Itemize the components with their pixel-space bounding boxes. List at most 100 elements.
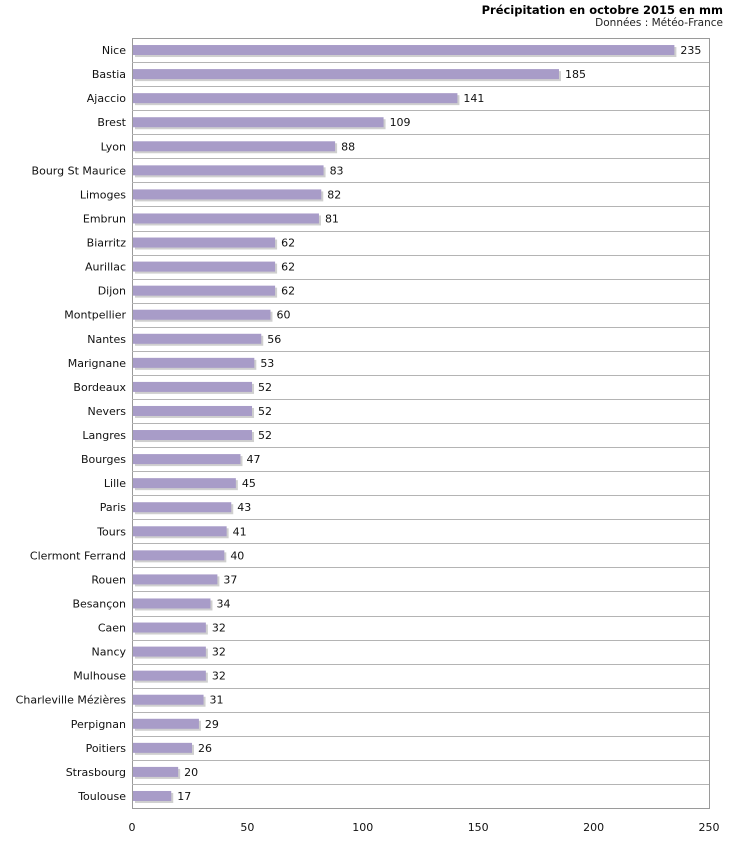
value-label: 235 [680, 44, 701, 57]
value-label: 31 [210, 694, 224, 707]
category-label: Embrun [83, 212, 126, 225]
category-label: Bourg St Maurice [32, 164, 127, 177]
category-label: Nevers [87, 405, 126, 418]
bar [133, 381, 253, 392]
value-label: 60 [276, 309, 290, 322]
value-label: 26 [198, 742, 212, 755]
x-tick-label: 200 [583, 821, 604, 834]
category-label: Poitiers [86, 742, 127, 755]
value-label: 83 [330, 164, 344, 177]
category-label: Toulouse [77, 790, 126, 803]
category-label: Charleville Mézières [16, 694, 127, 707]
bar [133, 333, 262, 344]
value-label: 62 [281, 285, 295, 298]
chart-subtitle: Données : Météo-France [595, 17, 723, 29]
category-label: Besançon [72, 597, 126, 610]
bar [133, 526, 227, 537]
value-label: 20 [184, 766, 198, 779]
category-label: Dijon [98, 285, 126, 298]
value-label: 109 [390, 116, 411, 129]
value-label: 62 [281, 261, 295, 274]
bar [133, 189, 322, 200]
bar [133, 45, 675, 56]
value-label: 81 [325, 212, 339, 225]
value-label: 52 [258, 429, 272, 442]
value-label: 52 [258, 381, 272, 394]
category-label: Lille [104, 477, 126, 490]
bar [133, 285, 276, 296]
category-label: Clermont Ferrand [30, 549, 126, 562]
bar [133, 117, 384, 128]
value-label: 52 [258, 405, 272, 418]
chart-title: Précipitation en octobre 2015 en mm [481, 3, 723, 17]
category-label: Paris [100, 501, 126, 514]
bar [133, 502, 232, 513]
value-label: 47 [246, 453, 260, 466]
category-label: Bordeaux [73, 381, 126, 394]
bar [133, 550, 225, 561]
value-label: 32 [212, 646, 226, 659]
bar [133, 213, 319, 224]
bar [133, 742, 193, 753]
value-label: 53 [260, 357, 274, 370]
bar [133, 694, 204, 705]
bar [133, 237, 276, 248]
bar [133, 357, 255, 368]
value-label: 40 [230, 549, 244, 562]
category-label: Brest [97, 116, 126, 129]
bar [133, 670, 206, 681]
value-label: 29 [205, 718, 219, 731]
value-label: 45 [242, 477, 256, 490]
value-label: 32 [212, 622, 226, 635]
value-label: 82 [327, 188, 341, 201]
category-label: Bourges [81, 453, 126, 466]
category-label: Caen [98, 622, 126, 635]
category-label: Bastia [92, 68, 126, 81]
category-label: Langres [82, 429, 126, 442]
category-label: Ajaccio [87, 92, 126, 105]
bar [133, 598, 211, 609]
category-label: Lyon [101, 140, 126, 153]
category-label: Strasbourg [66, 766, 126, 779]
category-label: Montpellier [64, 309, 126, 322]
x-tick-label: 50 [240, 821, 254, 834]
value-label: 62 [281, 237, 295, 250]
category-label: Tours [96, 525, 126, 538]
value-label: 37 [223, 573, 237, 586]
x-tick-label: 250 [699, 821, 720, 834]
category-label: Nantes [87, 333, 126, 346]
bar [133, 766, 179, 777]
category-label: Rouen [91, 573, 126, 586]
x-tick-label: 150 [468, 821, 489, 834]
category-label: Nice [102, 44, 126, 57]
value-label: 43 [237, 501, 251, 514]
category-label: Aurillac [85, 261, 126, 274]
value-label: 185 [565, 68, 586, 81]
bar [133, 478, 236, 489]
value-label: 32 [212, 670, 226, 683]
bar [133, 141, 336, 152]
bar [133, 69, 559, 80]
bar [133, 430, 253, 441]
category-label: Marignane [68, 357, 126, 370]
bar [133, 718, 199, 729]
bar [133, 790, 172, 801]
bar [133, 93, 458, 104]
value-label: 56 [267, 333, 281, 346]
bar [133, 165, 324, 176]
bar [133, 622, 206, 633]
bar [133, 405, 253, 416]
value-label: 17 [177, 790, 191, 803]
category-label: Nancy [92, 646, 127, 659]
bar [133, 646, 206, 657]
bar [133, 309, 271, 320]
value-label: 41 [233, 525, 247, 538]
bar [133, 454, 241, 465]
category-label: Biarritz [87, 237, 127, 250]
category-label: Limoges [80, 188, 126, 201]
category-label: Mulhouse [73, 670, 126, 683]
value-label: 141 [463, 92, 484, 105]
value-label: 34 [216, 597, 230, 610]
bar [133, 261, 276, 272]
